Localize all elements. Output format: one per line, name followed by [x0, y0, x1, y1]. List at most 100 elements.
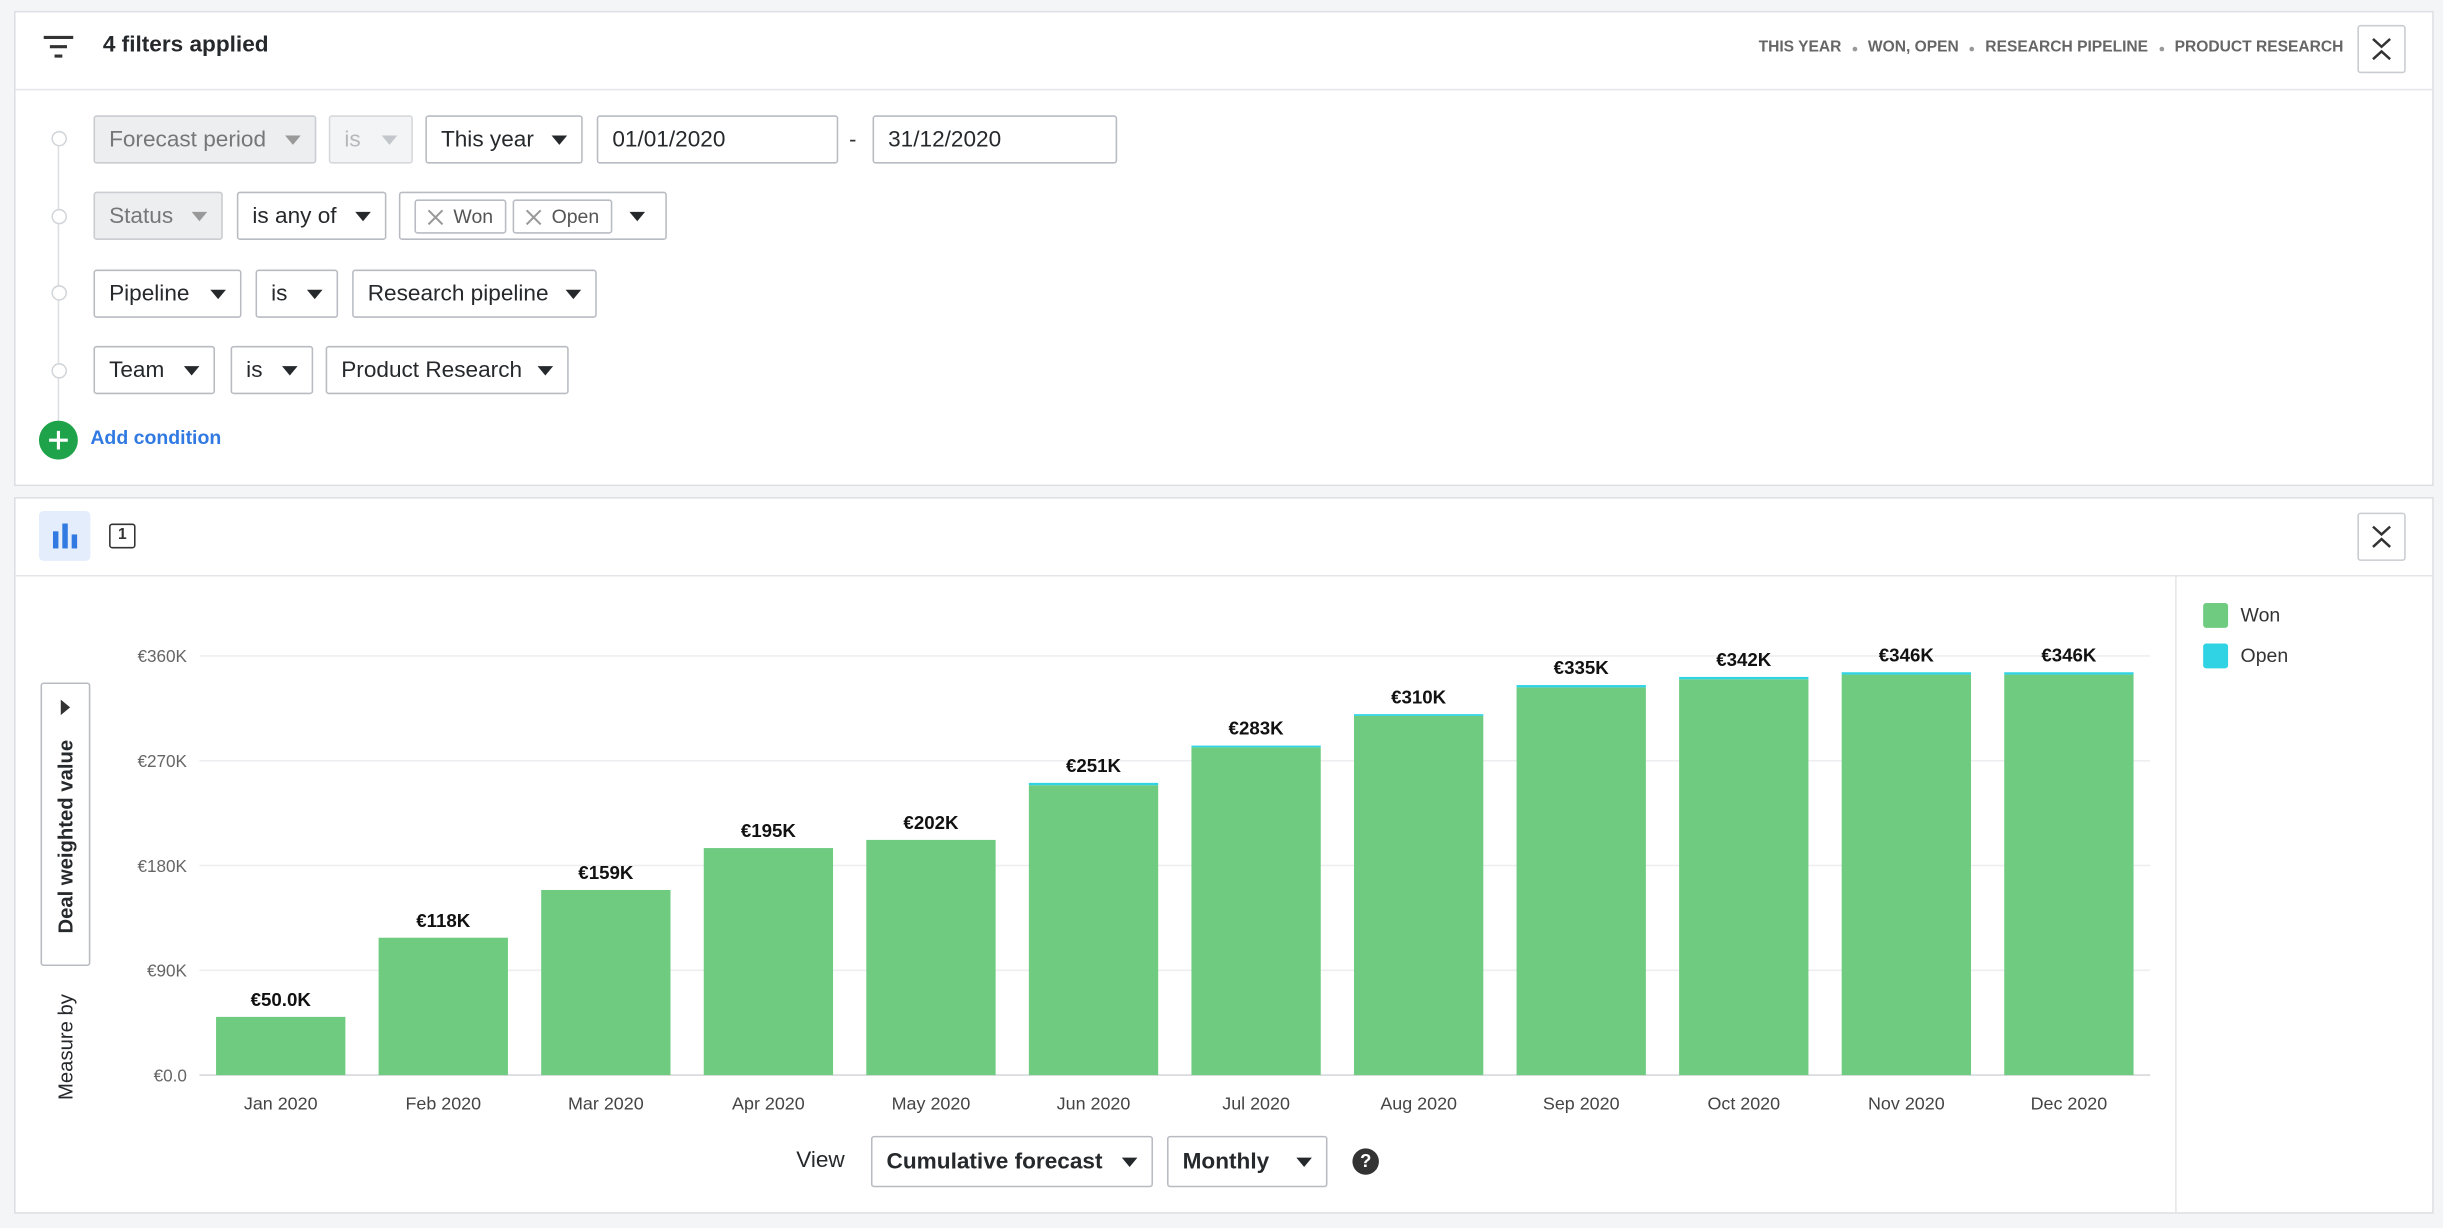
- x-tick-label: Feb 2020: [405, 1093, 481, 1113]
- date-input[interactable]: 01/01/2020: [596, 115, 839, 164]
- x-tick-label: Jan 2020: [244, 1093, 318, 1113]
- bar-segment: [1679, 679, 1809, 1076]
- filter-icon[interactable]: [43, 34, 75, 59]
- x-tick-label: Nov 2020: [1868, 1093, 1945, 1113]
- field-dropdown[interactable]: Status: [93, 191, 223, 240]
- bar-segment: [1516, 685, 1646, 688]
- operator-dropdown[interactable]: is: [255, 269, 339, 318]
- tag[interactable]: Open: [512, 199, 613, 234]
- add-condition[interactable]: Add condition: [90, 426, 222, 449]
- collapse-button[interactable]: [2357, 24, 2406, 74]
- data-label: €346K: [2041, 644, 2097, 665]
- summary-item: WON, OPEN: [1867, 38, 1959, 57]
- x-tick-label: Jun 2020: [1057, 1093, 1131, 1113]
- timeline-dot: [51, 285, 67, 301]
- field: Status: [109, 203, 174, 229]
- separator-dot: [1852, 46, 1858, 52]
- bar-segment: [378, 937, 508, 1076]
- data-label: €335K: [1554, 657, 1610, 678]
- y-tick-label: €270K: [137, 751, 187, 771]
- legend-label: Open: [2241, 645, 2289, 667]
- operator: is: [246, 357, 263, 383]
- x-tick-label: Oct 2020: [1707, 1093, 1780, 1113]
- legend-swatch: [2203, 602, 2229, 628]
- field-dropdown[interactable]: Forecast period: [93, 115, 317, 164]
- help-icon[interactable]: ?: [1352, 1148, 1379, 1175]
- divider: [2175, 576, 2177, 1214]
- view-label: View: [796, 1148, 845, 1174]
- date-input[interactable]: 31/12/2020: [872, 115, 1118, 164]
- summary-item: PRODUCT RESEARCH: [2174, 38, 2344, 57]
- bar-segment: [1353, 715, 1484, 1076]
- timeline-dot: [51, 363, 67, 379]
- x-tick-label: Aug 2020: [1380, 1093, 1457, 1113]
- bar-segment: [2004, 674, 2134, 1076]
- tag-label: Won: [453, 205, 494, 228]
- y-tick-label: €360K: [137, 646, 187, 666]
- x-tick-label: Apr 2020: [732, 1093, 805, 1113]
- measure-dropdown[interactable]: Deal weighted value: [40, 682, 91, 967]
- chart-view-button[interactable]: [38, 511, 91, 561]
- timeline-dot: [51, 208, 67, 225]
- data-label: €202K: [903, 812, 959, 833]
- view-mode: Cumulative forecast: [886, 1149, 1103, 1175]
- value-dropdown[interactable]: Research pipeline: [352, 269, 597, 318]
- value-dropdown[interactable]: This year: [425, 115, 583, 164]
- bar-segment: [1679, 676, 1809, 680]
- filter-panel: [14, 10, 2434, 487]
- table-view-button[interactable]: 1: [109, 523, 136, 549]
- operator: is any of: [252, 203, 337, 229]
- operator-dropdown[interactable]: is any of: [236, 191, 387, 240]
- data-label: €342K: [1716, 649, 1772, 670]
- field-dropdown[interactable]: Team: [93, 345, 216, 395]
- legend-label: Won: [2241, 605, 2281, 627]
- bar-segment: [1191, 747, 1321, 1076]
- divider: [15, 574, 2433, 577]
- filter-title: 4 filters applied: [102, 32, 269, 58]
- y-tick-label: €0.0: [154, 1065, 187, 1085]
- x-tick-label: Sep 2020: [1543, 1093, 1620, 1113]
- filter-summary: THIS YEAR WON, OPEN RESEARCH PIPELINE PRODU…: [1759, 39, 2344, 56]
- bar-segment: [1028, 782, 1159, 786]
- value: Research pipeline: [367, 281, 549, 307]
- bar-segment: [703, 848, 834, 1076]
- data-label: €310K: [1391, 686, 1447, 707]
- bar-segment: [2004, 672, 2134, 675]
- bar-segment: [1841, 674, 1971, 1076]
- operator: is: [271, 281, 288, 307]
- separator-dot: [1969, 46, 1975, 52]
- range-separator: -: [849, 126, 857, 152]
- data-label: €283K: [1229, 718, 1285, 739]
- date: 31/12/2020: [888, 126, 1002, 152]
- data-label: €195K: [741, 820, 797, 841]
- field-dropdown[interactable]: Pipeline: [93, 269, 242, 318]
- timeline-dot: [51, 130, 67, 147]
- summary-item: THIS YEAR: [1758, 38, 1842, 57]
- tag-label: Open: [551, 205, 600, 228]
- legend-swatch: [2203, 643, 2229, 669]
- collapse-button[interactable]: [2357, 512, 2406, 561]
- operator-dropdown[interactable]: is: [230, 345, 314, 395]
- operator: is: [344, 126, 361, 152]
- operator-dropdown: is: [328, 115, 413, 164]
- field: Team: [109, 357, 165, 383]
- separator-dot: [2158, 46, 2164, 52]
- data-label: €346K: [1879, 644, 1935, 665]
- x-tick-label: May 2020: [892, 1093, 971, 1113]
- value: Product Research: [341, 357, 523, 383]
- value-dropdown[interactable]: Product Research: [325, 345, 569, 395]
- bar-segment: [1516, 687, 1646, 1076]
- view-mode-dropdown[interactable]: Cumulative forecast: [870, 1135, 1153, 1188]
- date: 01/01/2020: [612, 126, 726, 152]
- data-label: €159K: [578, 862, 634, 883]
- data-label: €50.0K: [251, 989, 312, 1010]
- tag-select[interactable]: Won Open: [398, 191, 667, 240]
- tag[interactable]: Won: [414, 199, 507, 234]
- interval-dropdown[interactable]: Monthly: [1167, 1135, 1328, 1188]
- bar-segment: [1191, 745, 1321, 748]
- add-icon[interactable]: [38, 420, 78, 460]
- bar-segment: [1841, 672, 1971, 675]
